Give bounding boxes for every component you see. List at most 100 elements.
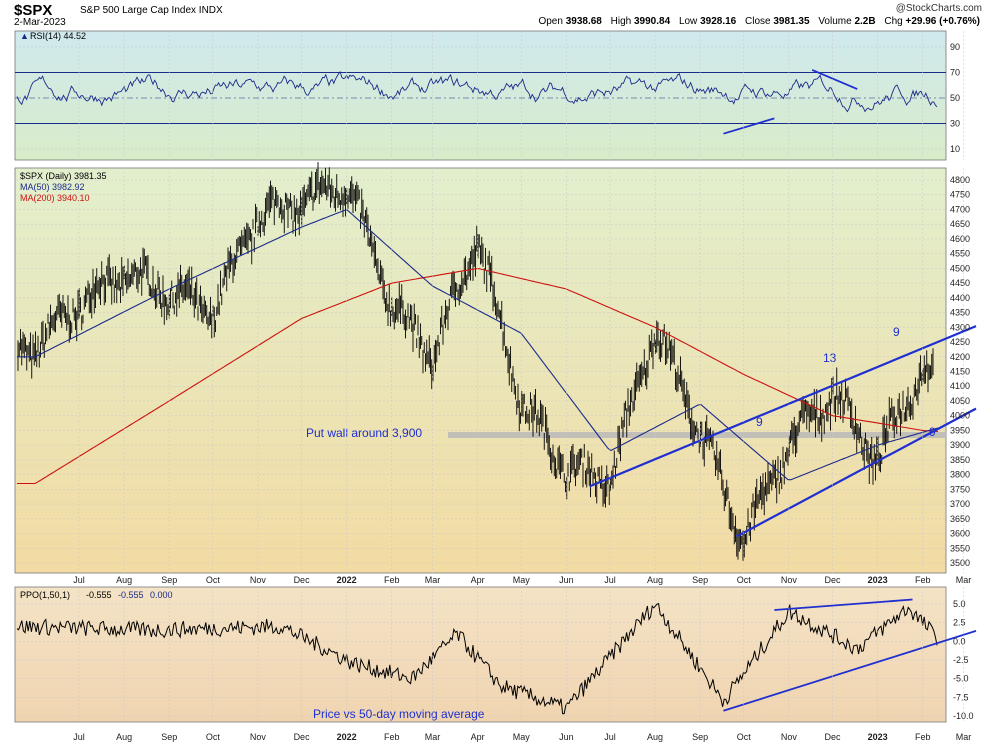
x-tick-label: Sep (692, 732, 708, 742)
x-tick-label: Mar (425, 575, 441, 585)
price-tick-label: 3550 (950, 543, 970, 553)
x-tick-label: Jul (73, 575, 85, 585)
rsi-tick-label: 90 (950, 42, 960, 52)
price-tick-label: 3600 (950, 529, 970, 539)
open-value: 3938.68 (565, 16, 602, 27)
price-tick-label: 3950 (950, 425, 970, 435)
ppo-tick-label: -7.5 (953, 692, 969, 702)
x-tick-label: Aug (647, 575, 663, 585)
x-tick-label: Feb (915, 575, 931, 585)
symbol-description: S&P 500 Large Cap Index INDX (80, 5, 223, 16)
x-tick-label: 2022 (337, 732, 357, 742)
price-panel: 4800 4750 4700 4650 4600 4550 4500 4450 4400 4350… (14, 162, 977, 574)
rsi-line (16, 70, 938, 113)
price-tick-label: 4600 (950, 234, 970, 244)
chg-label: Chg (884, 16, 903, 27)
chart-date: 2-Mar-2023 (14, 17, 66, 28)
ohlc-stats: Open 3938.68 High 3990.84 Low 3928.16 Cl… (532, 16, 980, 27)
price-tick-label: 4650 (950, 219, 970, 229)
ppo-tick-label: -5.0 (953, 674, 969, 684)
price-tick-label: 4000 (950, 411, 970, 421)
x-tick-label: Dec (825, 575, 842, 585)
price-tick-label: 4750 (950, 190, 970, 200)
price-tick-label: 3650 (950, 514, 970, 524)
channel-trendline (736, 407, 977, 538)
price-tick-label: 4150 (950, 367, 970, 377)
rsi-divergence-line (811, 69, 858, 90)
brand-watermark: @StockCharts.com (895, 3, 982, 14)
x-tick-label: Feb (384, 732, 400, 742)
ppo-trendline-top (774, 598, 913, 611)
chg-value: +29.96 (+0.76%) (905, 16, 981, 27)
x-tick-label: Mar (956, 732, 972, 742)
x-tick-label: Nov (781, 575, 798, 585)
x-tick-label: Apr (471, 732, 485, 742)
x-tick-label: Jul (604, 732, 616, 742)
high-value: 3990.84 (634, 16, 671, 27)
price-legend: $SPX (Daily) 3981.35 (20, 171, 107, 181)
x-tick-label: Jun (559, 575, 574, 585)
x-tick-label: Feb (915, 732, 931, 742)
ppo-tick-label: 5.0 (953, 599, 966, 609)
ppo-line (16, 602, 938, 715)
rsi-divergence-line (723, 117, 775, 135)
price-tick-label: 3500 (950, 558, 970, 568)
price-tick-label: 3700 (950, 499, 970, 509)
count-13-label: 13 (823, 351, 837, 365)
ppo-tick-label: 0.0 (953, 636, 966, 646)
x-tick-label: Feb (384, 575, 400, 585)
x-tick-label: May (513, 732, 531, 742)
x-tick-label: Apr (471, 575, 485, 585)
price-tick-label: 4350 (950, 308, 970, 318)
x-tick-label: Dec (825, 732, 842, 742)
x-tick-label: Dec (294, 575, 311, 585)
open-label: Open (538, 16, 563, 27)
price-tick-label: 3800 (950, 470, 970, 480)
rsi-panel-background (14, 30, 947, 161)
ppo-legend-value-1: -0.555 (86, 590, 112, 600)
count-9-mid-label: 9 (756, 415, 763, 429)
x-tick-label: Mar (425, 732, 441, 742)
price-tick-label: 4800 (950, 175, 970, 185)
price-tick-label: 3750 (950, 484, 970, 494)
rsi-tick-label: 30 (950, 119, 960, 129)
price-tick-label: 4550 (950, 249, 970, 259)
price-tick-label: 4500 (950, 263, 970, 273)
x-tick-label: Oct (206, 575, 221, 585)
price-tick-label: 3900 (950, 440, 970, 450)
channel-trendline (589, 325, 977, 488)
price-tick-label: 4200 (950, 352, 970, 362)
price-tick-label: 3850 (950, 455, 970, 465)
x-tick-label: Aug (116, 575, 132, 585)
price-tick-label: 4400 (950, 293, 970, 303)
x-tick-label: Mar (956, 575, 972, 585)
x-tick-label: Sep (161, 732, 177, 742)
ppo-legend-value-3: 0.000 (150, 590, 173, 600)
chart-header: $SPX S&P 500 Large Cap Index INDX 2-Mar-… (0, 0, 990, 30)
x-tick-label: Nov (250, 732, 267, 742)
price-tick-label: 4700 (950, 204, 970, 214)
ma50-legend: MA(50) 3982.92 (20, 182, 85, 192)
symbol-title: $SPX (14, 2, 53, 19)
rsi-tick-label: 70 (950, 68, 960, 78)
x-tick-label: Oct (737, 575, 752, 585)
ppo-tick-label: 2.5 (953, 618, 966, 628)
price-tick-label: 4100 (950, 381, 970, 391)
put-wall-annotation: Put wall around 3,900 (306, 426, 422, 440)
x-tick-label: Sep (161, 575, 177, 585)
price-tick-label: 4450 (950, 278, 970, 288)
count-9-right-label: 9 (929, 425, 936, 439)
price-tick-label: 4300 (950, 322, 970, 332)
price-tick-label: 4050 (950, 396, 970, 406)
ppo-tick-label: -2.5 (953, 655, 969, 665)
ppo-panel: 5.02.50.0-2.5-5.0-7.5-10.0 PPO(1,50,1) -… (14, 586, 977, 723)
high-label: High (610, 16, 632, 27)
ma200-legend: MA(200) 3940.10 (20, 193, 90, 203)
x-tick-label: 2023 (868, 732, 888, 742)
x-tick-label: Jul (604, 575, 616, 585)
rsi-legend: RSI(14) 44.52 (30, 31, 86, 41)
rsi-tick-label: 50 (950, 93, 960, 103)
x-tick-label: Aug (116, 732, 132, 742)
x-tick-label: May (513, 575, 531, 585)
